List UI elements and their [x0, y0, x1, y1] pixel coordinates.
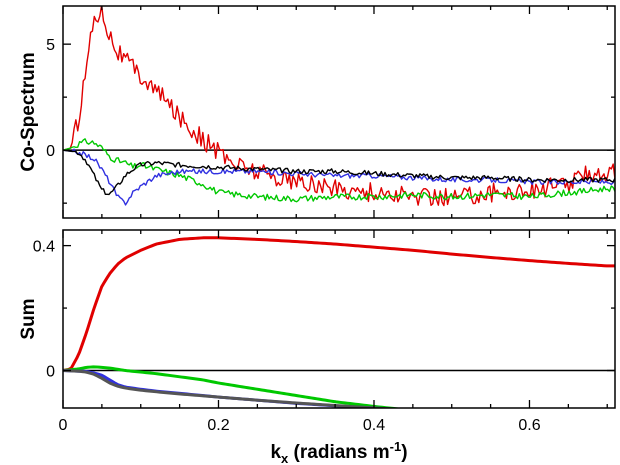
sum-series-line-3	[63, 369, 401, 408]
sum-x-tick-label: 0.6	[518, 417, 540, 434]
sum-y-axis-title: Sum	[18, 298, 39, 339]
sum-panel: 0 0.4 0 0.2 0.4 0.6 Sum kx (radians m-1)	[18, 229, 616, 465]
co-spectrum-series-line-0	[63, 6, 615, 207]
sum-y-tick-label: 0	[46, 364, 55, 381]
co-spectrum-plot-frame	[62, 5, 616, 219]
co-spectrum-series-line-1	[63, 138, 615, 203]
sum-x-axis-title: kx (radians m-1)	[270, 439, 407, 465]
co-spectrum-y-tick-label: 5	[46, 37, 55, 54]
sum-plot-frame	[62, 229, 616, 409]
sum-x-tick-label: 0	[59, 417, 68, 434]
co-spectrum-panel: 0 5 Co-Spectrum	[18, 5, 616, 219]
sum-x-tick-label: 0.2	[207, 417, 229, 434]
co-spectrum-y-tick-label: 0	[46, 143, 55, 160]
sum-y-tick-label: 0.4	[33, 239, 55, 256]
co-spectrum-series-line-3	[63, 149, 615, 196]
sum-series-line-0	[63, 236, 615, 373]
co-spectrum-series-group	[63, 6, 615, 207]
sum-series-line-2	[63, 369, 398, 408]
co-spectrum-y-axis-title: Co-Spectrum	[18, 52, 39, 171]
sum-series-line-1	[63, 365, 404, 408]
sum-series-group	[63, 236, 615, 408]
sum-x-tick-label: 0.4	[363, 417, 385, 434]
